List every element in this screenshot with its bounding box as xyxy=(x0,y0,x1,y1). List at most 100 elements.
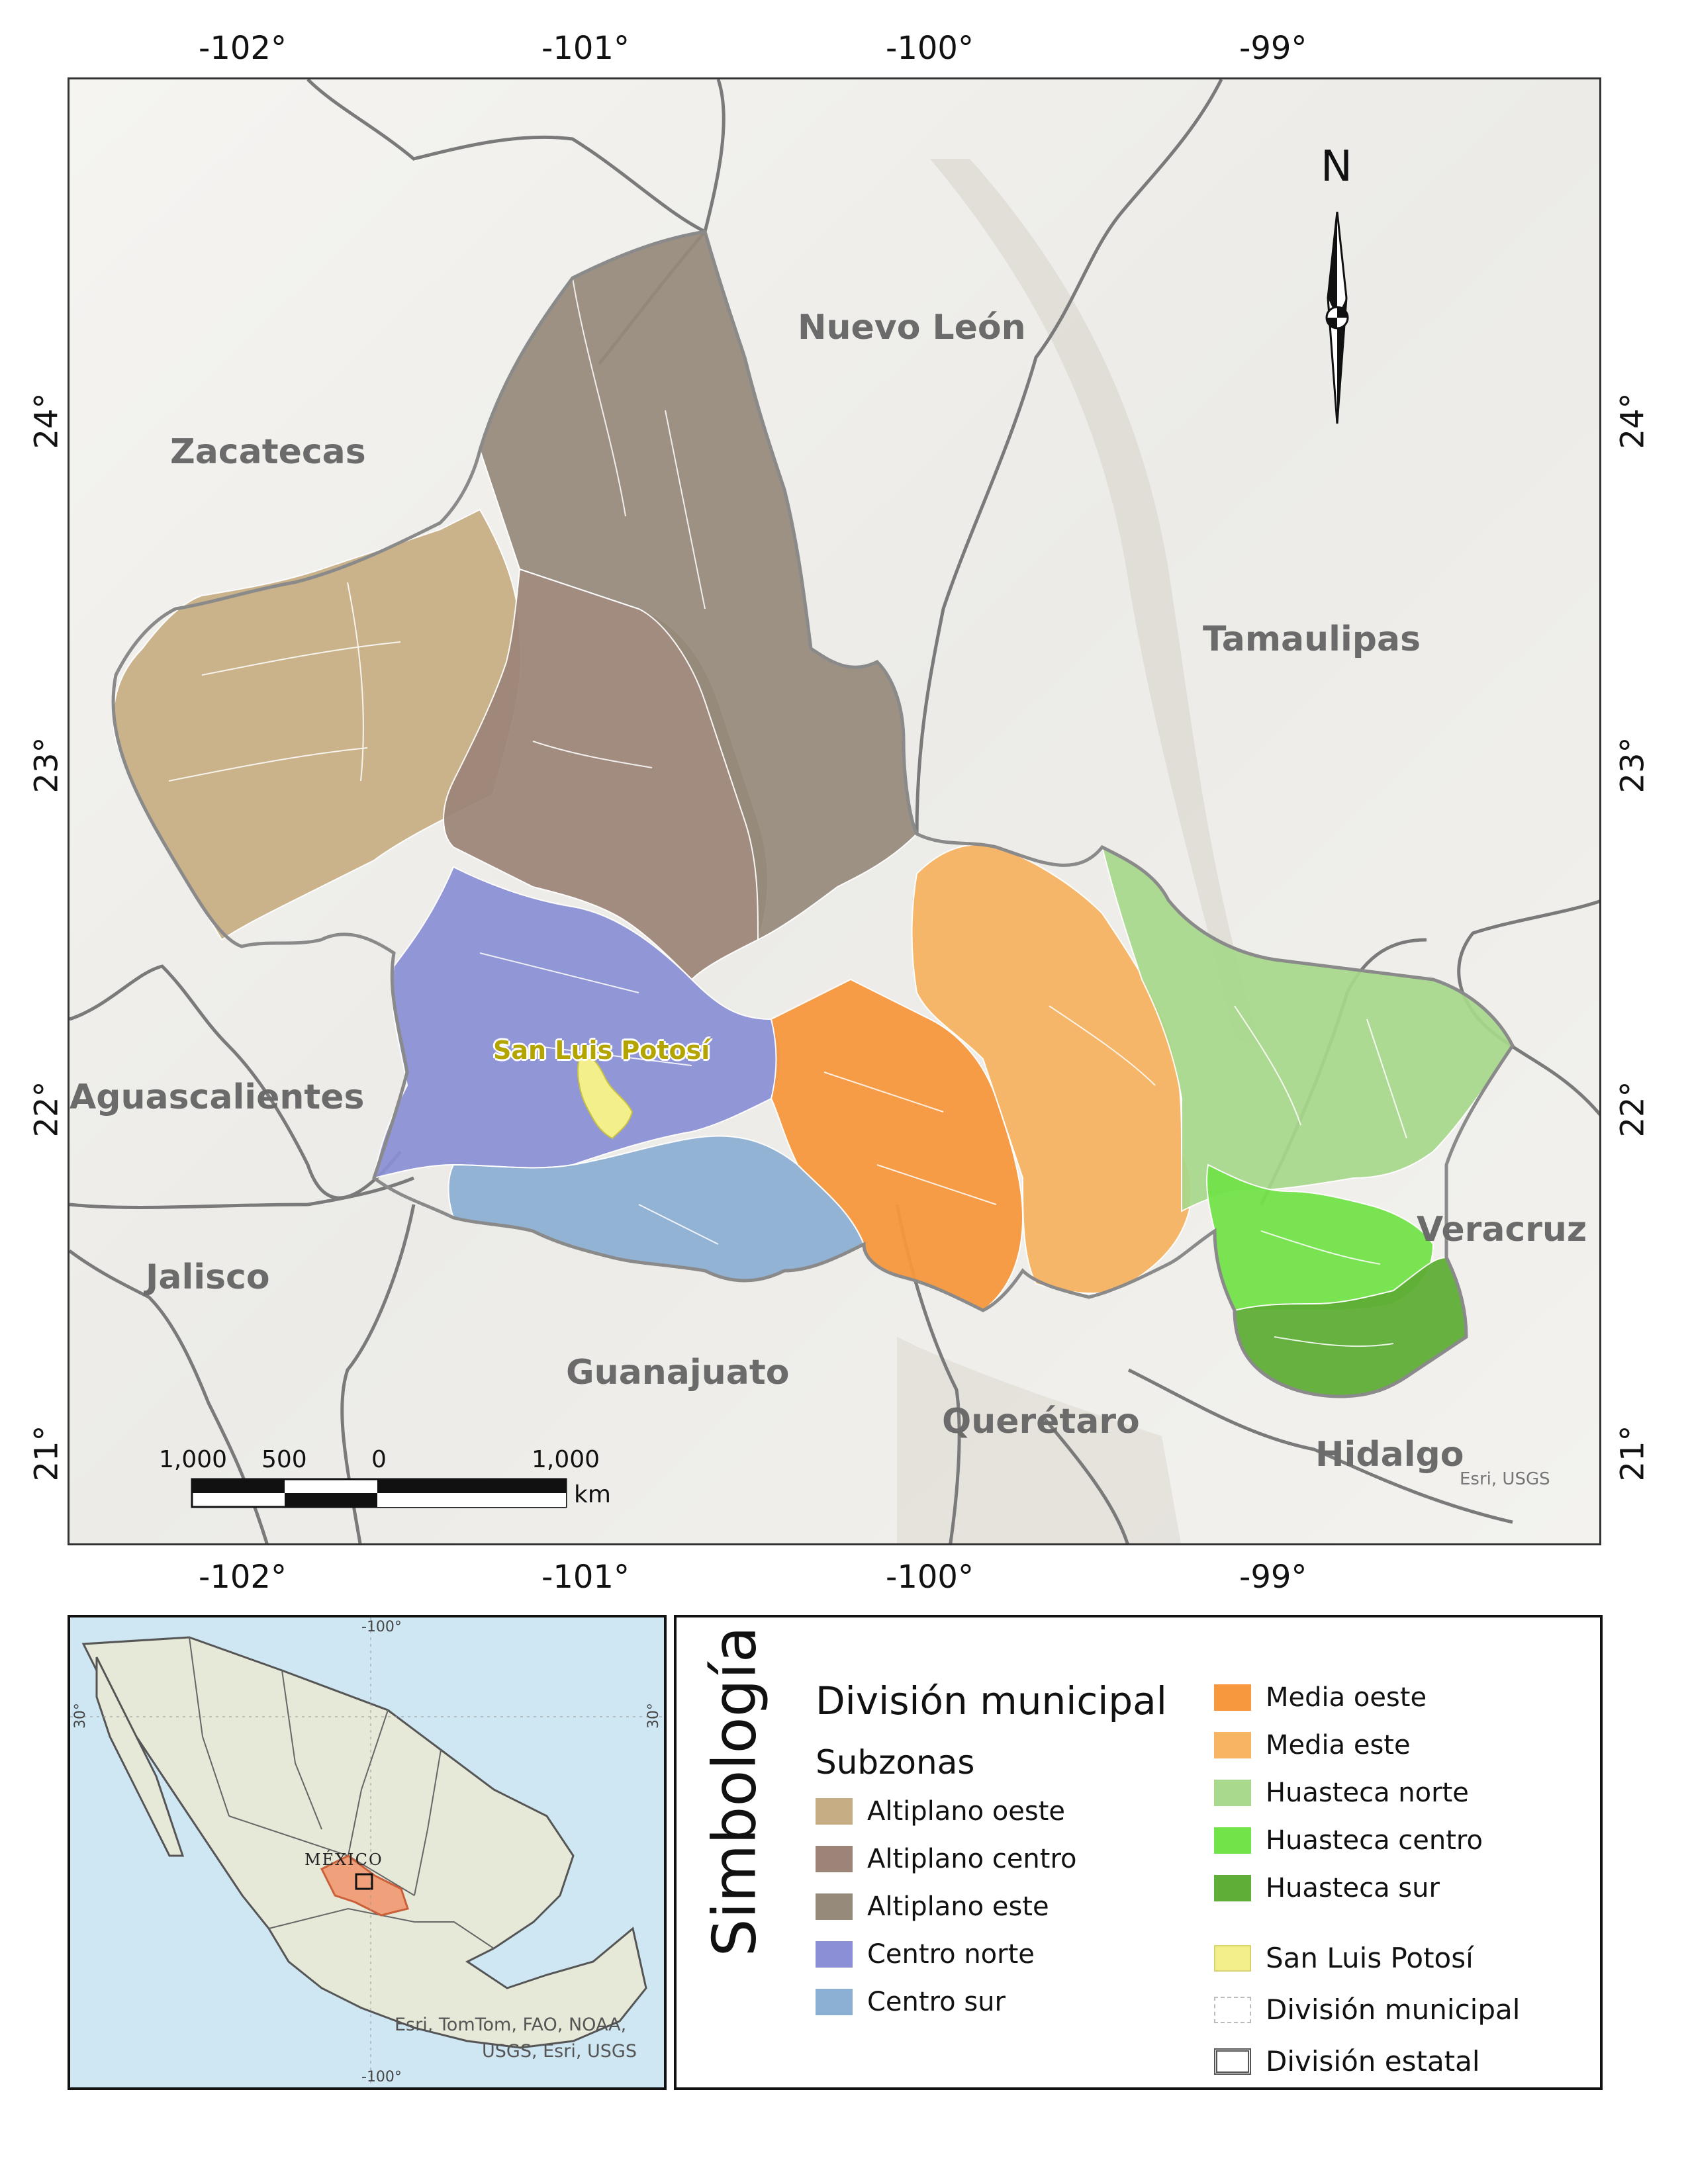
legend-label: Centro sur xyxy=(867,1987,1006,2017)
legend-item-state: División estatal xyxy=(1214,2045,1480,2077)
legend-item-centro-sur: Centro sur xyxy=(816,1987,1006,2017)
inset-baja-california xyxy=(95,1657,185,1857)
scale-label-0: 0 xyxy=(371,1446,387,1473)
legend-panel: Simbología División municipal Subzonas A… xyxy=(674,1615,1603,2090)
legend-subheading: Subzonas xyxy=(816,1743,975,1782)
zone-media-este xyxy=(911,844,1192,1295)
legend-heading: División municipal xyxy=(816,1678,1167,1723)
label-nuevo-leon: Nuevo León xyxy=(798,308,1026,347)
lat-tick-right-21: 21° xyxy=(1614,1425,1652,1482)
lat-tick-left-21: 21° xyxy=(28,1425,66,1482)
legend-item-media-este: Media este xyxy=(1214,1730,1411,1760)
legend-label: Huasteca centro xyxy=(1266,1825,1483,1856)
lon-tick-top-99: -99° xyxy=(1239,30,1307,67)
southern-relief xyxy=(897,1337,1181,1543)
inset-slp-highlight xyxy=(320,1854,409,1917)
map-attribution: Esri, USGS xyxy=(1460,1469,1550,1489)
lon-tick-bottom-101: -101° xyxy=(541,1559,630,1596)
legend-item-centro-norte: Centro norte xyxy=(816,1939,1035,1970)
san-luis-potosi-state-outline xyxy=(111,230,1515,1398)
swatch-state xyxy=(1214,2048,1251,2075)
swatch-media-este xyxy=(1214,1732,1251,1758)
legend-label: Altiplano oeste xyxy=(867,1796,1066,1827)
scale-bar-graphic xyxy=(191,1478,567,1508)
inset-attribution-line1: Esri, TomTom, FAO, NOAA, xyxy=(395,2015,627,2035)
lon-tick-top-100: -100° xyxy=(886,30,974,67)
legend-item-municipal: División municipal xyxy=(1214,1993,1520,2026)
legend-item-huasteca-norte: Huasteca norte xyxy=(1214,1778,1469,1808)
label-tamaulipas: Tamaulipas xyxy=(1203,619,1421,659)
legend-item-altiplano-centro: Altiplano centro xyxy=(816,1844,1077,1874)
lon-tick-top-102: -102° xyxy=(199,30,287,67)
scale-unit: km xyxy=(574,1481,611,1508)
label-queretaro: Querétaro xyxy=(942,1402,1140,1441)
lat-tick-left-22: 22° xyxy=(28,1081,66,1138)
zone-media-oeste xyxy=(770,978,1024,1312)
swatch-centro-norte xyxy=(816,1941,853,1968)
label-san-luis-potosi-city: San Luis Potosí xyxy=(493,1036,710,1065)
lat-tick-left-24: 24° xyxy=(28,392,66,449)
lon-tick-bottom-102: -102° xyxy=(199,1559,287,1596)
inset-map[interactable]: -100° -100° 30° 30° MÉXICO Esri, TomTom,… xyxy=(68,1615,667,2090)
legend-item-huasteca-centro: Huasteca centro xyxy=(1214,1825,1483,1856)
legend-label: División estatal xyxy=(1266,2045,1480,2077)
swatch-huasteca-centro xyxy=(1214,1827,1251,1854)
swatch-media-oeste xyxy=(1214,1684,1251,1711)
swatch-huasteca-sur xyxy=(1214,1875,1251,1901)
lon-tick-bottom-100: -100° xyxy=(886,1559,974,1596)
legend-item-altiplano-este: Altiplano este xyxy=(816,1891,1049,1922)
swatch-city xyxy=(1214,1944,1251,1972)
legend-item-altiplano-oeste: Altiplano oeste xyxy=(816,1796,1065,1827)
inset-lon-bottom: -100° xyxy=(361,2069,402,2085)
label-veracruz: Veracruz xyxy=(1417,1210,1587,1250)
legend-label: Media este xyxy=(1266,1730,1411,1760)
lat-tick-right-22: 22° xyxy=(1614,1081,1652,1138)
municipal-boundaries xyxy=(168,277,1407,1347)
lon-tick-top-101: -101° xyxy=(541,30,630,67)
swatch-municipal xyxy=(1214,1996,1251,2023)
swatch-centro-sur xyxy=(816,1989,853,2015)
north-arrow-label: N xyxy=(1321,142,1352,191)
lat-tick-right-23: 23° xyxy=(1614,737,1652,794)
zone-centro-norte xyxy=(373,866,782,1179)
state-boundaries xyxy=(70,79,1599,1543)
map-canvas xyxy=(70,79,1599,1543)
legend-label: Centro norte xyxy=(867,1939,1035,1970)
legend-label: Media oeste xyxy=(1266,1682,1427,1713)
inset-canvas xyxy=(70,1617,664,2087)
legend-title: Simbología xyxy=(700,1626,770,1957)
legend-item-city: San Luis Potosí xyxy=(1214,1942,1474,1974)
inset-landmass xyxy=(81,1636,647,2049)
scale-label-500: 500 xyxy=(261,1446,307,1473)
legend-label: División municipal xyxy=(1266,1993,1521,2026)
lon-tick-bottom-99: -99° xyxy=(1239,1559,1307,1596)
scale-label-1000-right: 1,000 xyxy=(532,1446,600,1473)
main-map[interactable]: N Nuevo León Zacatecas Tamaulipas Aguasc… xyxy=(68,77,1601,1545)
lat-tick-right-24: 24° xyxy=(1614,392,1652,449)
north-arrow-graphic xyxy=(1325,211,1349,424)
swatch-altiplano-centro xyxy=(816,1846,853,1872)
label-aguascalientes: Aguascalientes xyxy=(70,1077,365,1117)
inset-lat-right: 30° xyxy=(645,1703,662,1729)
legend-label: Huasteca sur xyxy=(1266,1873,1440,1903)
legend-label: Altiplano este xyxy=(867,1891,1049,1922)
label-zacatecas: Zacatecas xyxy=(170,432,366,472)
inset-lon-top: -100° xyxy=(361,1619,402,1635)
legend-label: San Luis Potosí xyxy=(1266,1942,1474,1974)
legend-item-huasteca-sur: Huasteca sur xyxy=(1214,1873,1440,1903)
label-guanajuato: Guanajuato xyxy=(566,1353,790,1392)
inset-lat-left: 30° xyxy=(72,1703,89,1729)
swatch-altiplano-este xyxy=(816,1893,853,1920)
scale-label-1000-left: 1,000 xyxy=(159,1446,228,1473)
lat-tick-left-23: 23° xyxy=(28,737,66,794)
label-jalisco: Jalisco xyxy=(146,1257,270,1297)
inset-country-label: MÉXICO xyxy=(305,1850,383,1869)
legend-item-media-oeste: Media oeste xyxy=(1214,1682,1427,1713)
swatch-altiplano-oeste xyxy=(816,1798,853,1825)
inset-extent-box xyxy=(355,1873,373,1890)
label-hidalgo: Hidalgo xyxy=(1315,1435,1464,1475)
inset-attribution-line2: USGS, Esri, USGS xyxy=(482,2041,637,2062)
legend-label: Altiplano centro xyxy=(867,1844,1077,1874)
legend-label: Huasteca norte xyxy=(1266,1778,1469,1808)
san-luis-potosi-city-area xyxy=(577,1056,633,1140)
